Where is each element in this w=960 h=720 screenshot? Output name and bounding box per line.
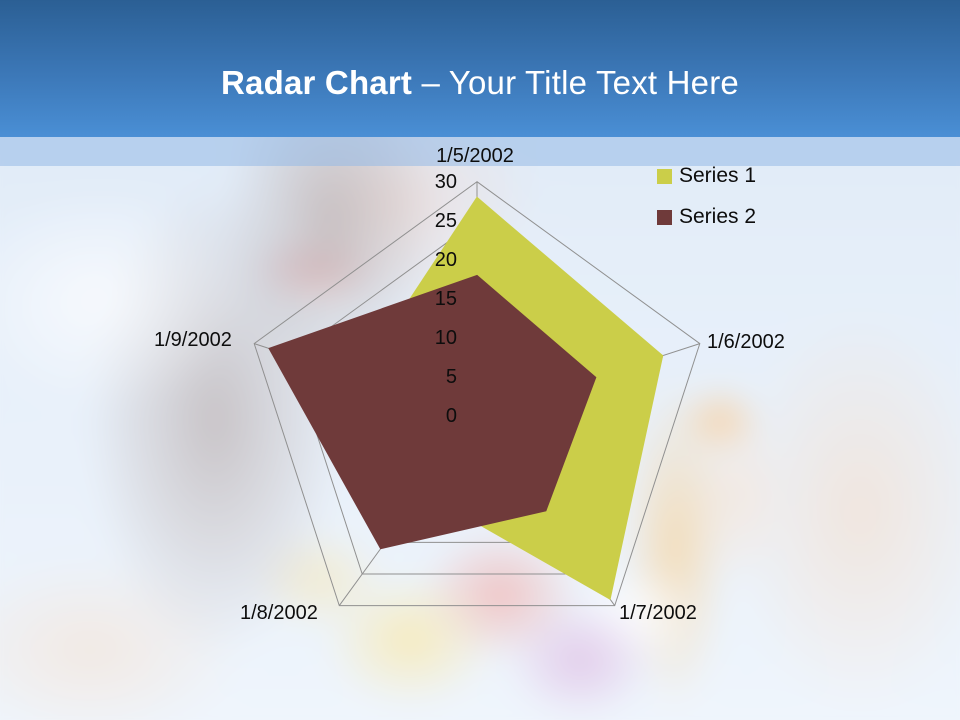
category-label: 1/5/2002 [436, 145, 514, 167]
radial-tick-label: 5 [445, 366, 457, 388]
radial-tick-label: 30 [434, 171, 457, 193]
radial-tick-label: 25 [434, 210, 457, 232]
legend-label: Series 1 [679, 164, 757, 187]
series1-swatch [657, 168, 672, 184]
translucent-band [0, 137, 960, 166]
radar-gridline-ring [253, 181, 701, 607]
slide-title-bold: Radar Chart [221, 64, 413, 101]
category-label: 1/7/2002 [619, 602, 697, 624]
series2-swatch [657, 209, 672, 225]
legend-label: Series 2 [679, 205, 757, 228]
radial-tick-label: 20 [434, 249, 457, 271]
radial-tick-label: 0 [445, 405, 457, 427]
category-label: 1/8/2002 [240, 602, 318, 624]
series-polygon-series-2 [268, 274, 597, 550]
category-label: 1/9/2002 [154, 329, 232, 351]
radial-tick-label: 10 [434, 327, 457, 349]
slide-title-rest: – Your Title Text Here [412, 64, 739, 101]
category-label: 1/6/2002 [707, 331, 785, 353]
title-bar: Radar Chart – Your Title Text Here [0, 0, 960, 137]
legend-item: Series 2 [657, 205, 756, 229]
legend-item: Series 1 [657, 164, 756, 188]
radial-tick-label: 15 [434, 288, 457, 310]
slide-title: Radar Chart – Your Title Text Here [0, 64, 960, 102]
chart-legend: Series 1 Series 2 [657, 164, 756, 246]
